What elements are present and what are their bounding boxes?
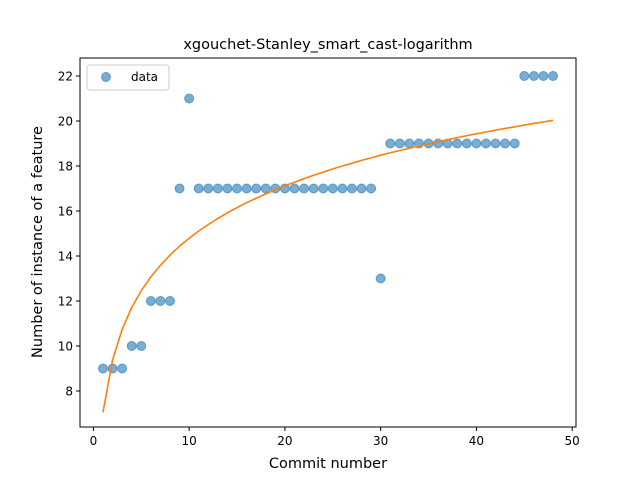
data-point xyxy=(480,138,491,149)
x-axis-ticks: 0 10 20 30 40 50 xyxy=(90,427,580,448)
data-point xyxy=(461,138,472,149)
data-point xyxy=(327,183,338,194)
data-point xyxy=(528,71,539,81)
data-point xyxy=(509,138,520,149)
data-point xyxy=(318,183,329,194)
y-tick-label: 18 xyxy=(58,160,73,174)
data-point xyxy=(500,138,511,149)
data-point xyxy=(222,183,233,194)
legend-marker-data xyxy=(101,72,111,82)
data-point xyxy=(126,341,137,351)
x-tick-label: 40 xyxy=(469,434,484,448)
data-point xyxy=(251,183,262,194)
data-point xyxy=(165,296,176,306)
data-point xyxy=(394,138,405,149)
y-tick-label: 14 xyxy=(58,250,73,264)
data-point xyxy=(366,183,377,194)
data-point xyxy=(155,296,166,306)
y-tick-label: 10 xyxy=(58,340,73,354)
data-point xyxy=(299,183,310,194)
x-tick-label: 30 xyxy=(373,434,388,448)
data-point xyxy=(117,363,128,374)
data-point xyxy=(136,341,147,351)
plot-area xyxy=(97,71,559,413)
data-point xyxy=(490,138,501,149)
x-tick-label: 10 xyxy=(182,434,197,448)
data-point xyxy=(184,93,195,104)
data-point xyxy=(346,183,357,194)
data-point xyxy=(232,183,243,194)
data-point xyxy=(519,71,530,81)
data-point xyxy=(145,296,156,306)
data-point xyxy=(289,183,300,194)
data-point xyxy=(260,183,271,194)
y-tick-label: 20 xyxy=(58,115,73,129)
data-point xyxy=(212,183,223,194)
x-tick-label: 0 xyxy=(90,434,98,448)
y-axis-ticks: 8 10 12 14 16 18 20 22 xyxy=(58,70,80,399)
data-point xyxy=(356,183,367,194)
data-point xyxy=(193,183,204,194)
data-point xyxy=(375,273,386,284)
legend-label-data: data xyxy=(131,70,158,84)
data-point xyxy=(404,138,415,149)
data-point xyxy=(203,183,214,194)
legend-box xyxy=(86,64,170,91)
data-point xyxy=(97,363,108,374)
y-axis-label: Number of instance of a feature xyxy=(30,126,46,358)
axes-frame xyxy=(79,57,577,428)
data-point xyxy=(337,183,348,194)
x-axis-label: Commit number xyxy=(269,456,387,472)
y-tick-label: 22 xyxy=(58,70,73,84)
data-point xyxy=(452,138,463,149)
data-point xyxy=(308,183,319,194)
fit-line xyxy=(102,119,554,413)
legend: data xyxy=(86,64,170,91)
data-point xyxy=(471,138,482,149)
data-point xyxy=(241,183,252,194)
data-point xyxy=(548,71,559,81)
data-point xyxy=(107,363,118,374)
data-point xyxy=(538,71,549,81)
x-tick-label: 50 xyxy=(565,434,580,448)
x-tick-label: 20 xyxy=(277,434,292,448)
data-point xyxy=(174,183,185,194)
chart-title: xgouchet-Stanley_smart_cast-logarithm xyxy=(183,37,472,53)
data-point xyxy=(385,138,396,149)
y-tick-label: 16 xyxy=(58,205,73,219)
y-tick-label: 12 xyxy=(58,295,73,309)
y-tick-label: 8 xyxy=(65,385,73,399)
